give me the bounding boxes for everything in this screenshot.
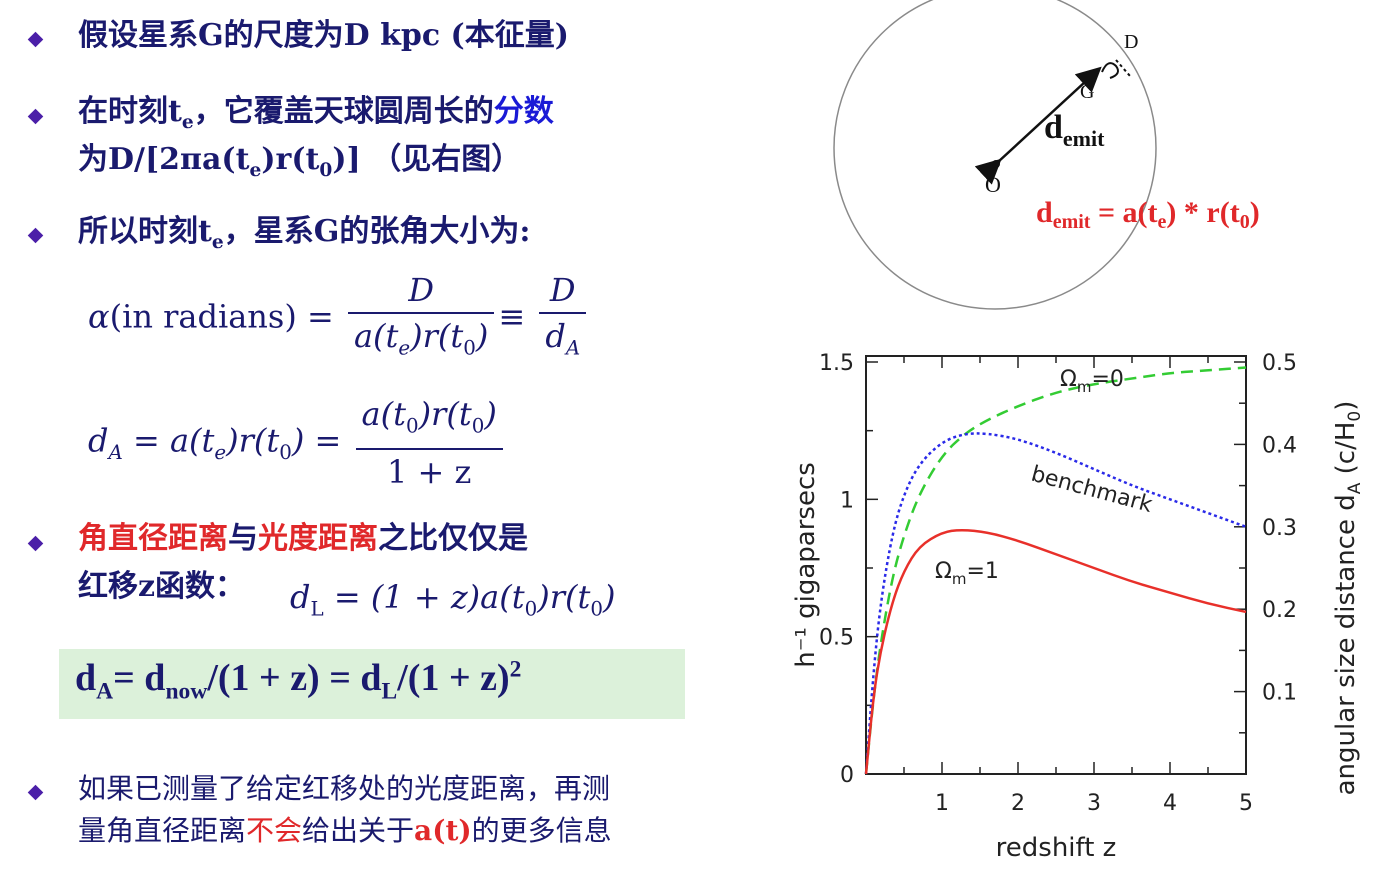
y-tick-label-left: 1.5 bbox=[819, 351, 854, 376]
x-tick-label: 3 bbox=[1087, 791, 1101, 816]
series-line-1 bbox=[864, 432, 1247, 775]
celestial-sphere-diagram: O G D demit demit = a(te) * r(t0) bbox=[833, 0, 1260, 310]
label-d: D bbox=[1124, 31, 1138, 53]
series-line-2 bbox=[864, 528, 1247, 775]
bullet-marker bbox=[27, 227, 44, 244]
y-tick-label-right: 0.3 bbox=[1262, 516, 1297, 541]
plot-frame bbox=[865, 355, 1247, 775]
bullet-3: 所以时刻te，星系G的张角大小为: bbox=[78, 214, 531, 253]
fraction-da-z: a(t0)r(t0) 1 + z bbox=[355, 392, 503, 494]
bullet-2-line-2: 为D/[2πa(te)r(t0)] （见右图） bbox=[78, 142, 522, 181]
sphere-circle bbox=[833, 0, 1157, 310]
equation-dl: dL = (1 + z)a(t0)r(t0) bbox=[290, 578, 616, 621]
label-demit: demit bbox=[1044, 109, 1105, 151]
fraction-alpha: D a(te)r(t0) bbox=[347, 268, 495, 370]
fraction-da: D dA bbox=[539, 268, 587, 370]
curve-label-om1: Ωm=1 bbox=[935, 559, 999, 588]
galaxy-g-icon bbox=[1101, 62, 1119, 79]
bullet-4-line-1: 角直径距离与光度距离之比仅仅是 bbox=[78, 521, 528, 556]
y-tick-label-right: 0.5 bbox=[1262, 351, 1297, 376]
highlight-box bbox=[59, 649, 685, 719]
x-tick-label: 2 bbox=[1011, 791, 1025, 816]
demit-formula: demit = a(te) * r(t0) bbox=[1036, 196, 1260, 233]
demit-arrow bbox=[974, 66, 1102, 185]
x-tick-label: 1 bbox=[935, 791, 949, 816]
curve-label-benchmark: benchmark bbox=[1028, 462, 1155, 518]
label-g: G bbox=[1080, 81, 1094, 103]
origin-dot bbox=[992, 160, 1000, 168]
y-tick-label-right: 0.2 bbox=[1262, 598, 1297, 623]
x-tick-label: 4 bbox=[1163, 791, 1177, 816]
y-axis-label-right: angular size distance dA (c/H0) bbox=[1331, 401, 1365, 796]
bullet-2-line-1: 在时刻te，它覆盖天球圆周长的分数 bbox=[78, 94, 554, 133]
bullet-1: 假设星系G的尺度为D kpc (本征量) bbox=[78, 18, 569, 53]
x-axis-label: redshift z bbox=[996, 833, 1117, 863]
y-tick-label-left: 1 bbox=[840, 488, 854, 513]
bullet-marker bbox=[27, 784, 44, 801]
series-line-0 bbox=[864, 366, 1247, 775]
angular-distance-chart: 1 2 3 4 5 0 0.5 1 1.5 0.1 0.2 0.3 0.4 0.5 Ωm=0 benchm… bbox=[791, 351, 1365, 863]
x-tick-label: 5 bbox=[1239, 791, 1253, 816]
bullet-marker bbox=[27, 31, 44, 48]
bullet-marker bbox=[27, 108, 44, 125]
equation-boxed: dA= dnow/(1 + z) = dL/(1 + z)2 bbox=[75, 656, 522, 705]
curve-label-om0: Ωm=0 bbox=[1060, 367, 1124, 396]
y-tick-label-right: 0.1 bbox=[1262, 681, 1297, 706]
y-axis-label-left: h⁻¹ gigaparsecs bbox=[791, 462, 821, 668]
bullet-4-line-2: 红移z函数： bbox=[78, 569, 246, 604]
equation-alpha: α(in radians) = D a(te)r(t0) ≡ D dA bbox=[88, 268, 590, 370]
bullet-5-line-1: 如果已测量了给定红移处的光度距离，再测 bbox=[78, 772, 611, 805]
y-tick-label-left: 0.5 bbox=[819, 626, 854, 651]
y-tick-label-right: 0.4 bbox=[1262, 433, 1297, 458]
equation-da: dA = a(te)r(t0) = a(t0)r(t0) 1 + z bbox=[88, 392, 507, 494]
y-tick-label-left: 0 bbox=[840, 763, 854, 788]
bullet-5-line-2: 量角直径距离不会给出关于a(t)的更多信息 bbox=[78, 814, 612, 847]
label-o: O bbox=[985, 172, 1001, 197]
bullet-marker bbox=[27, 535, 44, 552]
